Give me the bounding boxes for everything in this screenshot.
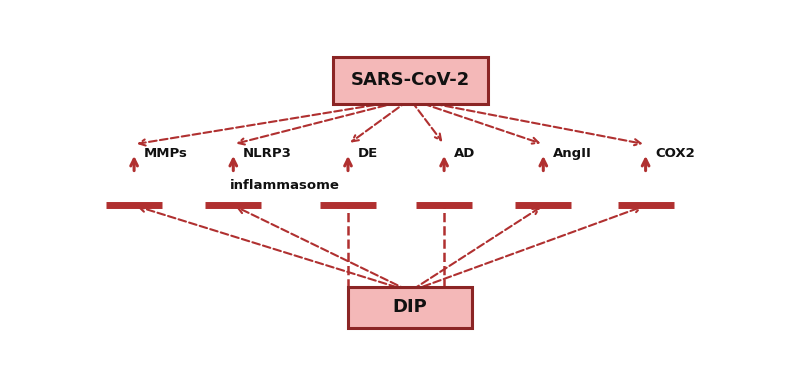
Text: AngII: AngII xyxy=(554,147,592,160)
Text: SARS-CoV-2: SARS-CoV-2 xyxy=(350,71,470,89)
Text: AD: AD xyxy=(454,147,475,160)
FancyBboxPatch shape xyxy=(333,57,487,104)
Text: NLRP3: NLRP3 xyxy=(243,147,292,160)
Text: inflammasome: inflammasome xyxy=(230,178,340,192)
Text: MMPs: MMPs xyxy=(144,147,188,160)
Text: COX2: COX2 xyxy=(655,147,695,160)
FancyBboxPatch shape xyxy=(348,287,472,328)
Text: DIP: DIP xyxy=(393,298,427,316)
Text: DE: DE xyxy=(358,147,378,160)
